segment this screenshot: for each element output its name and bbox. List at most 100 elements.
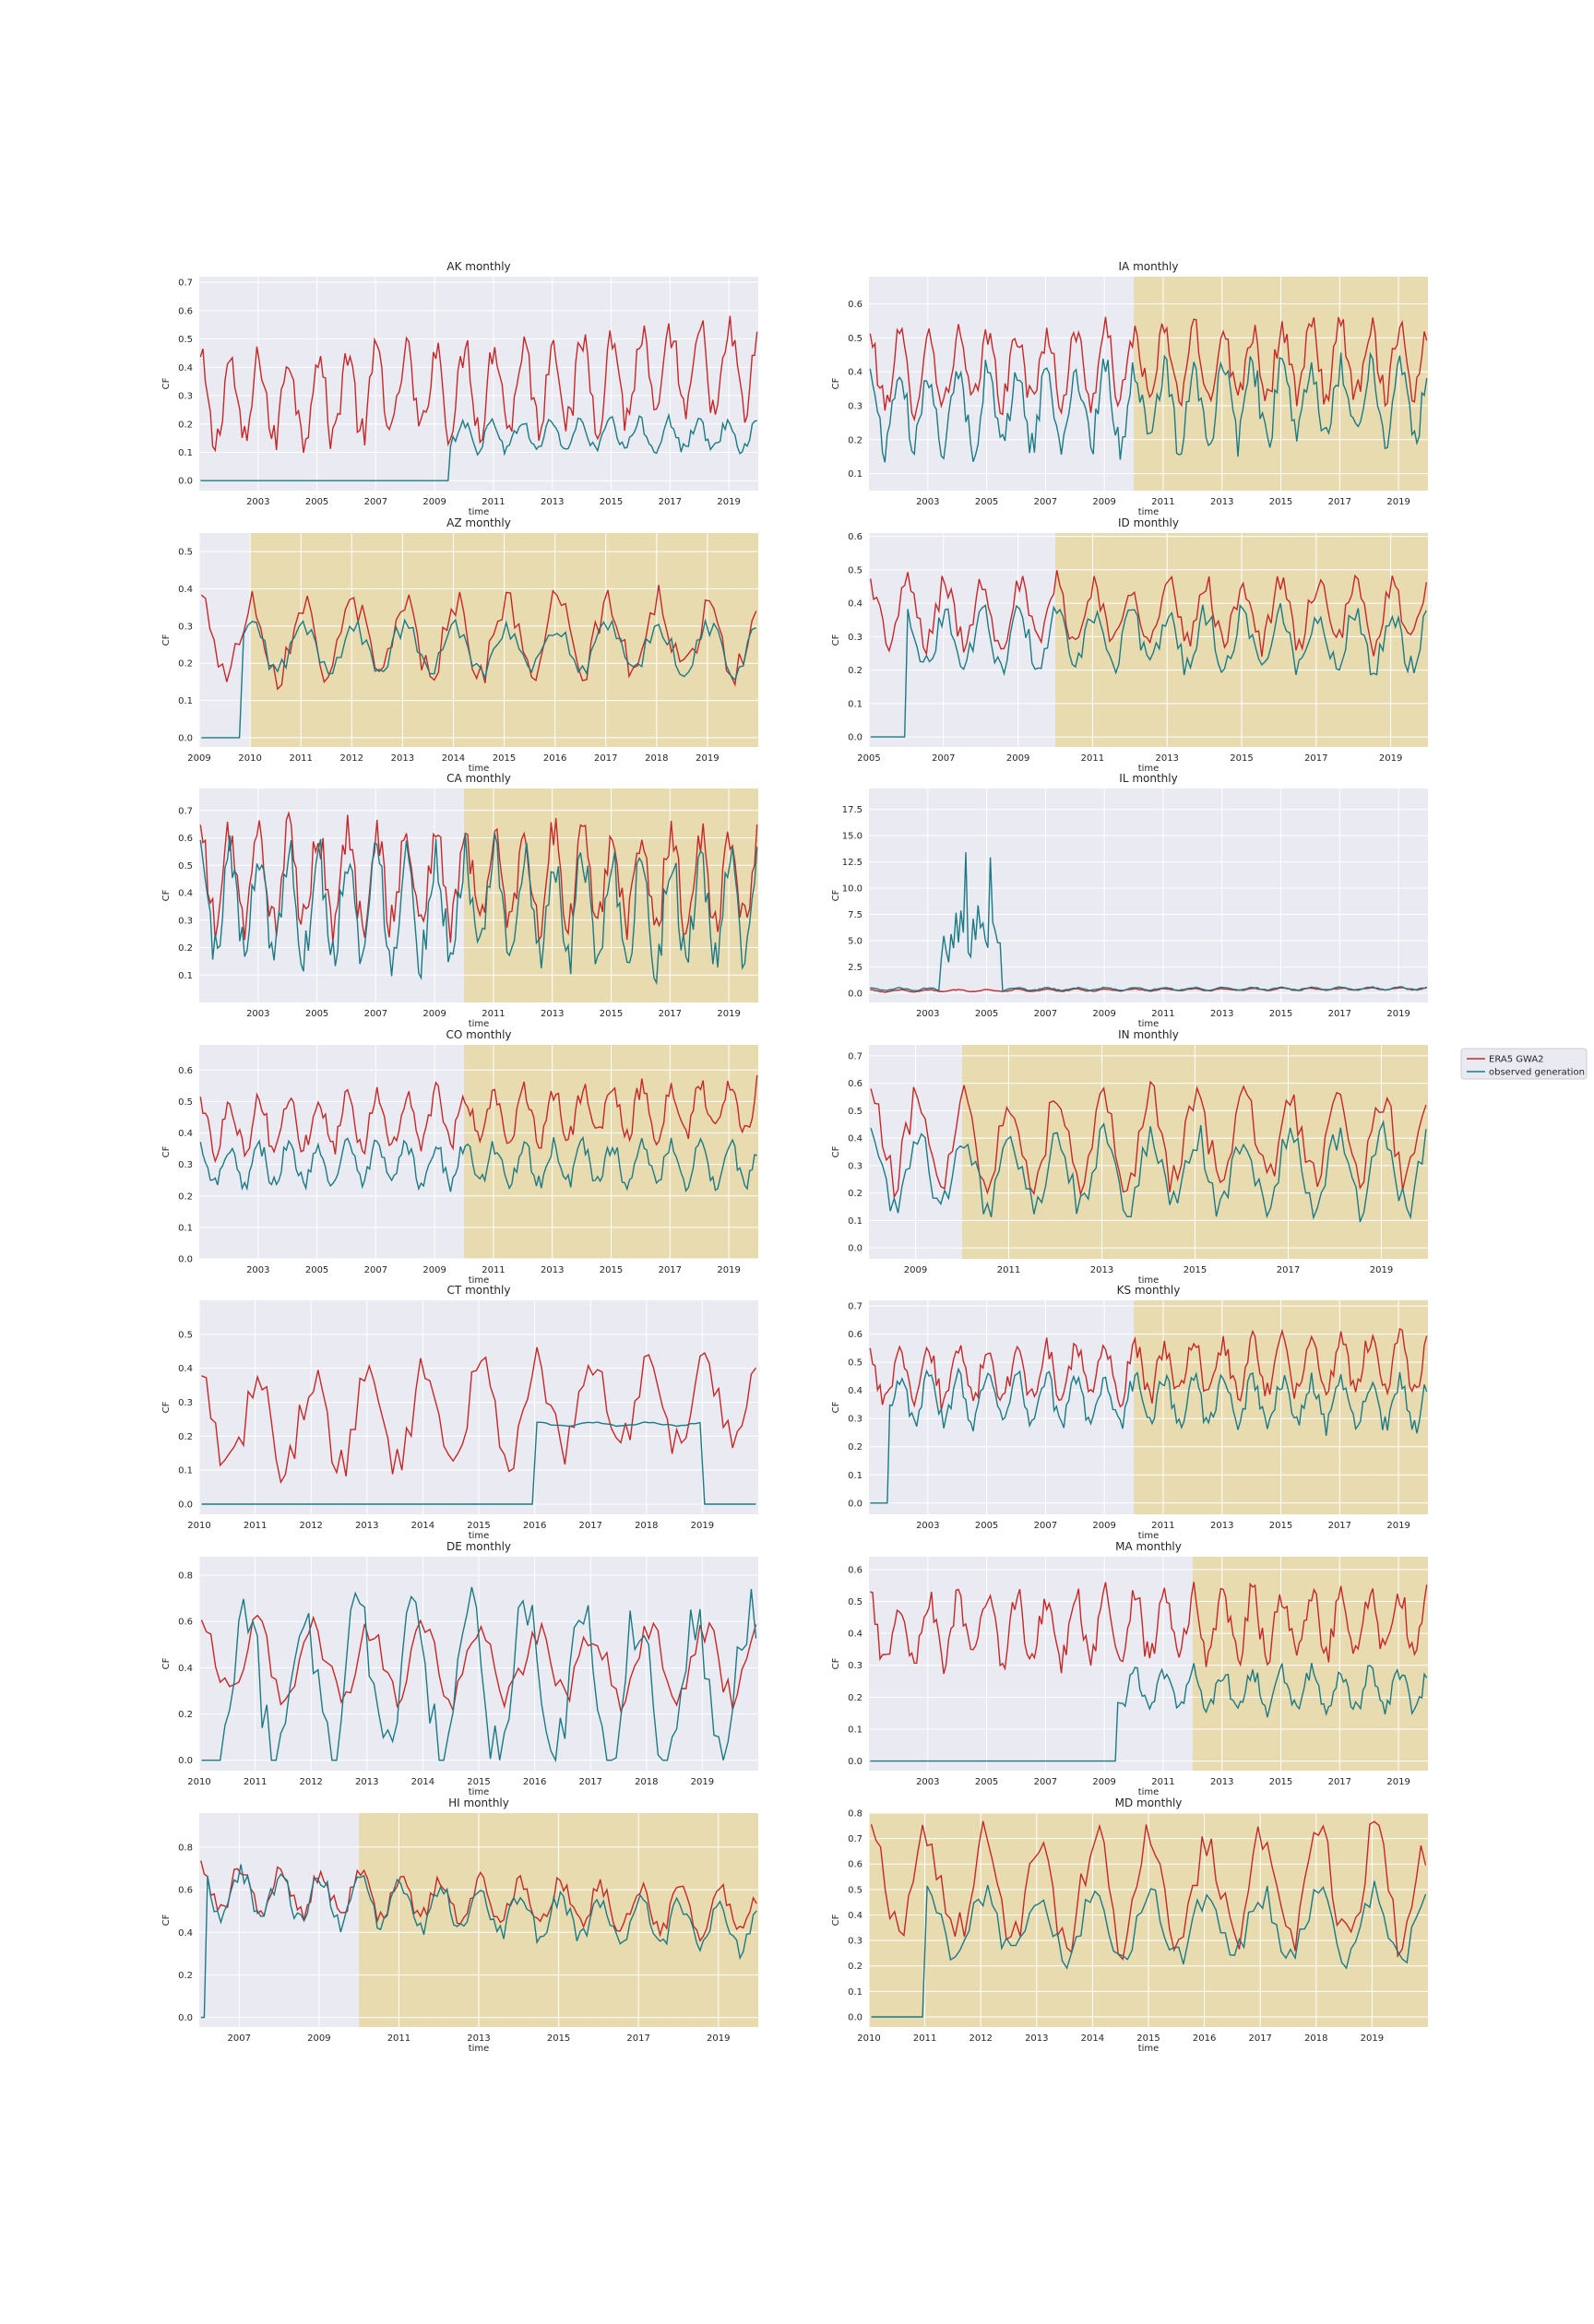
y-tick-label: 0.0 xyxy=(848,1244,862,1254)
x-tick-label: 2018 xyxy=(1304,2034,1327,2044)
y-tick-label: 0.6 xyxy=(848,1565,862,1575)
legend-box xyxy=(1460,1048,1588,1080)
x-tick-label: 2012 xyxy=(969,2034,992,2044)
y-tick-label: 0.5 xyxy=(848,565,862,575)
x-tick-label: 2015 xyxy=(493,753,516,764)
series-line-era5-gwa2 xyxy=(200,1860,757,1942)
x-axis-label: time xyxy=(469,1531,490,1541)
x-tick-label: 2007 xyxy=(364,497,387,507)
x-tick-label: 2019 xyxy=(717,1009,740,1019)
y-axis-label: CF xyxy=(831,1914,841,1926)
x-tick-label: 2011 xyxy=(482,1009,505,1019)
chart-panel-ia: 0.1 0.2 0.3 0.4 0.5 0.6 2003 2005 2007 2009 2011 20… xyxy=(831,260,1428,517)
series-line-observed-generation xyxy=(870,1367,1428,1504)
chart-title: CO monthly xyxy=(446,1028,511,1041)
x-axis-label: time xyxy=(469,2044,490,2054)
x-tick-label: 2009 xyxy=(1092,1521,1115,1531)
y-tick-label: 0.1 xyxy=(178,448,193,458)
x-tick-label: 2018 xyxy=(635,1521,658,1531)
x-tick-label: 2005 xyxy=(975,1521,998,1531)
x-tick-label: 2013 xyxy=(1090,1265,1113,1275)
x-tick-label: 2013 xyxy=(467,2034,490,2044)
x-tick-label: 2007 xyxy=(932,753,955,764)
x-tick-label: 2003 xyxy=(916,1521,939,1531)
y-tick-label: 0.6 xyxy=(848,1079,862,1089)
x-tick-label: 2011 xyxy=(244,1521,267,1531)
x-tick-label: 2013 xyxy=(1025,2034,1048,2044)
x-tick-label: 2013 xyxy=(541,1265,564,1275)
y-tick-label: 0.2 xyxy=(178,659,193,670)
x-axis-label: time xyxy=(469,1275,490,1286)
y-tick-label: 0.4 xyxy=(848,1630,862,1640)
y-tick-label: 0.5 xyxy=(178,548,193,558)
y-tick-label: 0.5 xyxy=(178,1330,193,1340)
y-tick-label: 0.1 xyxy=(178,1223,193,1233)
y-tick-label: 0.0 xyxy=(848,1757,862,1767)
x-tick-label: 2011 xyxy=(1151,1009,1174,1019)
y-tick-label: 0.6 xyxy=(178,1886,193,1896)
y-tick-label: 0.0 xyxy=(178,1500,193,1510)
x-tick-label: 2005 xyxy=(975,497,998,507)
plot-area xyxy=(869,788,1428,1002)
y-tick-label: 0.2 xyxy=(848,1442,862,1452)
y-tick-label: 0.3 xyxy=(178,916,193,926)
x-tick-label: 2019 xyxy=(1386,497,1410,507)
y-tick-label: 17.5 xyxy=(842,805,862,815)
series-line-era5-gwa2 xyxy=(199,811,758,943)
y-tick-label: 0.3 xyxy=(848,1161,862,1171)
y-tick-label: 0.0 xyxy=(178,2013,193,2023)
y-tick-label: 0.6 xyxy=(178,306,193,316)
x-tick-label: 2013 xyxy=(1155,753,1178,764)
x-tick-label: 2007 xyxy=(1034,1777,1057,1787)
y-tick-label: 0.2 xyxy=(848,666,862,676)
y-tick-label: 7.5 xyxy=(848,910,862,920)
chart-panel-co: 0.0 0.1 0.2 0.3 0.4 0.5 0.6 2003 2005 2007 2009 201… xyxy=(161,1028,758,1286)
x-tick-label: 2011 xyxy=(482,1265,505,1275)
x-tick-label: 2009 xyxy=(422,1265,446,1275)
x-tick-label: 2009 xyxy=(1092,497,1115,507)
y-tick-label: 0.4 xyxy=(178,889,193,899)
y-tick-label: 0.2 xyxy=(178,1710,193,1720)
x-tick-label: 2014 xyxy=(1081,2034,1104,2044)
y-tick-label: 0.5 xyxy=(178,1097,193,1108)
x-tick-label: 2016 xyxy=(543,753,566,764)
x-tick-label: 2015 xyxy=(600,1009,623,1019)
x-tick-label: 2003 xyxy=(916,1009,939,1019)
y-tick-label: 0.8 xyxy=(178,1571,193,1582)
x-tick-label: 2009 xyxy=(1092,1777,1115,1787)
chart-title: CA monthly xyxy=(446,772,511,785)
x-tick-label: 2017 xyxy=(1304,753,1327,764)
y-tick-label: 0.4 xyxy=(848,1134,862,1144)
chart-panel-md: 0.0 0.1 0.2 0.3 0.4 0.5 0.6 0.7 0.8 2010 2011 2012 2… xyxy=(831,1796,1428,2054)
x-tick-label: 2015 xyxy=(1269,1777,1292,1787)
y-tick-label: 0.1 xyxy=(848,1987,862,1998)
y-tick-label: 0.3 xyxy=(848,401,862,411)
plot-area xyxy=(199,277,758,491)
series-line-era5-gwa2 xyxy=(201,1346,757,1485)
x-tick-label: 2019 xyxy=(1386,1009,1410,1019)
x-tick-label: 2011 xyxy=(387,2034,410,2044)
chart-title: AK monthly xyxy=(446,260,510,273)
x-tick-label: 2007 xyxy=(1034,1521,1057,1531)
chart-title: CT monthly xyxy=(447,1284,511,1297)
y-axis-label: CF xyxy=(161,889,172,901)
y-tick-label: 0.0 xyxy=(848,733,862,743)
series-line-era5-gwa2 xyxy=(870,1582,1428,1675)
x-tick-label: 2019 xyxy=(1370,1265,1393,1275)
x-tick-label: 2015 xyxy=(1269,1009,1292,1019)
x-tick-label: 2010 xyxy=(238,753,261,764)
y-tick-label: 0.0 xyxy=(848,1499,862,1509)
chart-title: IA monthly xyxy=(1119,260,1179,273)
x-tick-label: 2007 xyxy=(364,1265,387,1275)
x-tick-label: 2019 xyxy=(717,1265,740,1275)
x-tick-label: 2009 xyxy=(307,2034,330,2044)
x-axis-label: time xyxy=(1138,1787,1160,1797)
y-tick-label: 0.4 xyxy=(848,599,862,610)
x-tick-label: 2005 xyxy=(305,1009,328,1019)
series-line-observed-generation xyxy=(871,1880,1427,2018)
x-tick-label: 2007 xyxy=(1034,1009,1057,1019)
series-line-observed-generation xyxy=(201,1421,756,1505)
x-tick-label: 2013 xyxy=(1210,1521,1233,1531)
x-tick-label: 2017 xyxy=(659,1009,682,1019)
